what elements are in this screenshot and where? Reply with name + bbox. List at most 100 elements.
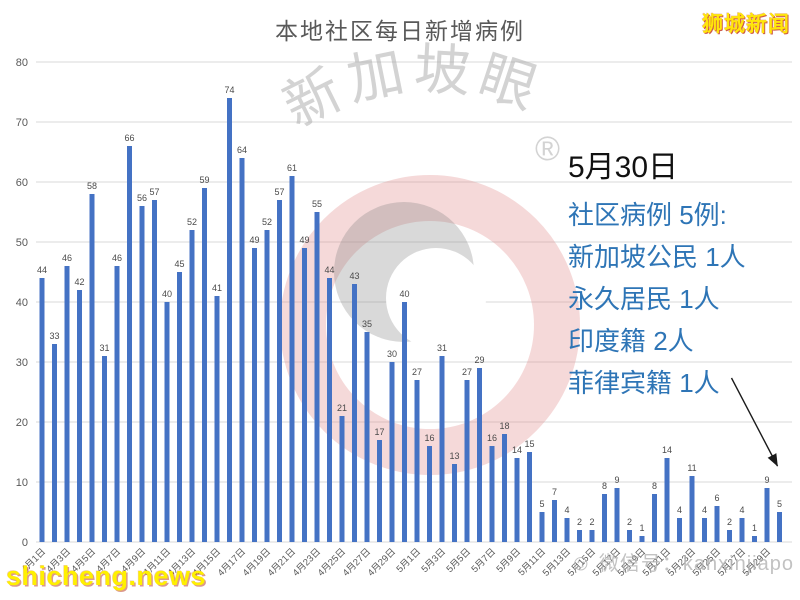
y-tick-label: 70 [16, 117, 28, 129]
bar [402, 302, 407, 542]
y-tick-label: 60 [16, 177, 28, 189]
bar [77, 290, 82, 542]
gridlines: 0 10 20 30 40 50 60 70 80 [16, 57, 792, 549]
y-tick-label: 50 [16, 237, 28, 249]
x-tick-label: 4月29日 [366, 546, 398, 578]
bar-value-label: 2 [627, 517, 632, 527]
wechat-watermark: ☺ 微信号：kanxinjiapo [569, 547, 794, 576]
bar [289, 176, 295, 542]
bar [777, 512, 782, 542]
bar-value-label: 31 [437, 343, 447, 353]
bar [514, 458, 520, 542]
bar [52, 344, 57, 542]
annotation-arrow [730, 377, 779, 467]
y-tick-label: 0 [22, 537, 28, 549]
bar [739, 518, 745, 542]
bar-value-label: 4 [739, 505, 744, 515]
bar-value-label: 14 [512, 445, 522, 455]
bar [727, 530, 732, 542]
annotation-line: 印度籍 2人 [568, 326, 694, 356]
bar-value-label: 4 [702, 505, 707, 515]
bar [127, 146, 132, 542]
bar [277, 200, 282, 542]
bar [114, 266, 120, 542]
watermark-text: 新加坡眼 [273, 37, 550, 139]
bar-value-label: 49 [249, 235, 259, 245]
bar-value-label: 5 [777, 499, 782, 509]
bar [302, 248, 307, 542]
bar-value-label: 15 [524, 439, 534, 449]
bar-value-label: 4 [564, 505, 569, 515]
watermark-eye-highlight [386, 248, 486, 348]
bar-value-label: 7 [552, 487, 557, 497]
bar-value-label: 46 [112, 253, 122, 263]
bar [602, 494, 607, 542]
bar-value-label: 8 [652, 481, 657, 491]
bar-value-label: 2 [589, 517, 594, 527]
bar-value-label: 58 [87, 181, 97, 191]
bar-value-label: 4 [677, 505, 682, 515]
smiley-icon: ☺ [569, 550, 593, 575]
bar [264, 230, 270, 542]
shicheng-news-logo: 狮城新闻 [702, 13, 790, 36]
bar-value-label: 35 [362, 319, 372, 329]
bar [177, 272, 182, 542]
bar-value-label: 9 [614, 475, 619, 485]
annotation-line: 新加坡公民 1人 [568, 242, 746, 272]
bar-value-label: 13 [449, 451, 459, 461]
bar [352, 284, 357, 542]
bar-value-label: 2 [577, 517, 582, 527]
bar-value-label: 31 [99, 343, 109, 353]
bar-value-label: 16 [487, 433, 497, 443]
bar-value-label: 74 [224, 85, 234, 95]
bar-value-label: 56 [137, 193, 147, 203]
bar-value-label: 61 [287, 163, 297, 173]
bar-value-label: 45 [174, 259, 184, 269]
x-tick-label: 5月5日 [444, 546, 473, 575]
bar [627, 530, 632, 542]
bar-value-label: 5 [539, 499, 544, 509]
bar [339, 416, 345, 542]
bar-value-label: 2 [727, 517, 732, 527]
bar-value-label: 52 [187, 217, 197, 227]
bar [464, 380, 470, 542]
bar [189, 230, 195, 542]
bar-value-label: 44 [324, 265, 334, 275]
bar [752, 536, 757, 542]
bar-value-label: 21 [337, 403, 347, 413]
bar-value-label: 57 [149, 187, 159, 197]
bar-value-label: 8 [602, 481, 607, 491]
y-tick-label: 10 [16, 477, 28, 489]
bar-value-label: 27 [412, 367, 422, 377]
x-tick-label: 5月3日 [419, 546, 448, 575]
bar-value-label: 14 [662, 445, 672, 455]
bar-value-label: 66 [124, 133, 134, 143]
bar [414, 380, 420, 542]
bar [139, 206, 145, 542]
bar [489, 446, 495, 542]
site-url-watermark: shicheng.news [6, 561, 207, 591]
bar [214, 296, 220, 542]
bar [439, 356, 445, 542]
bar-value-label: 17 [374, 427, 384, 437]
bar [452, 464, 457, 542]
bar [152, 200, 157, 542]
bar-value-label: 42 [74, 277, 84, 287]
annotation-line: 永久居民 1人 [568, 284, 720, 314]
bar-value-label: 1 [639, 523, 644, 533]
bar [477, 368, 482, 542]
bar [89, 194, 95, 542]
chart-title: 本地社区每日新增病例 [275, 18, 525, 44]
bar-value-label: 52 [262, 217, 272, 227]
bar [227, 98, 232, 542]
bar [577, 530, 582, 542]
bar [202, 188, 207, 542]
bar [614, 488, 620, 542]
x-tick-label: 5月7日 [469, 546, 498, 575]
bar-value-label: 33 [49, 331, 59, 341]
bar [677, 518, 682, 542]
wechat-id-text: 微信号：kanxinjiapo [598, 553, 794, 575]
bar [702, 518, 707, 542]
